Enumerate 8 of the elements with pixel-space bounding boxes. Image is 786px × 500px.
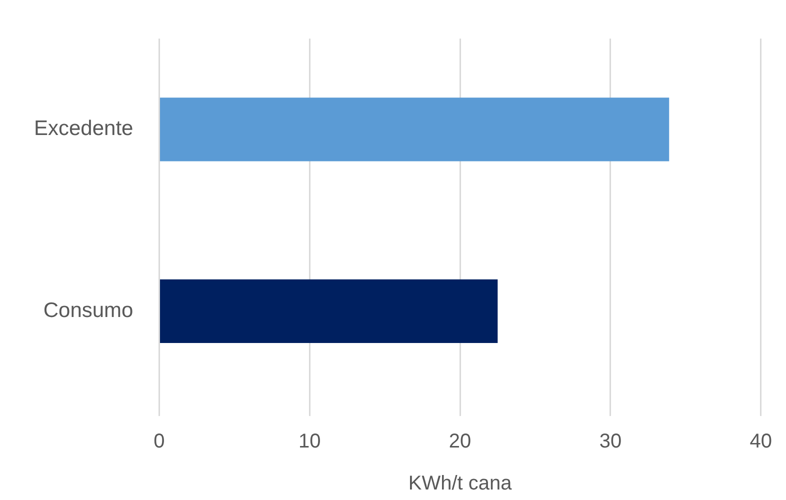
- x-tick-label: 0: [154, 430, 165, 453]
- y-tick-label: Consumo: [43, 298, 134, 322]
- y-tick-label: Excedente: [34, 117, 134, 140]
- x-tick-label: 40: [750, 430, 772, 453]
- x-tick-label: 30: [599, 430, 622, 453]
- x-tick-label: 20: [448, 430, 472, 453]
- x-tick-label: 10: [298, 430, 321, 453]
- x-axis-title: KWh/t cana: [408, 472, 513, 495]
